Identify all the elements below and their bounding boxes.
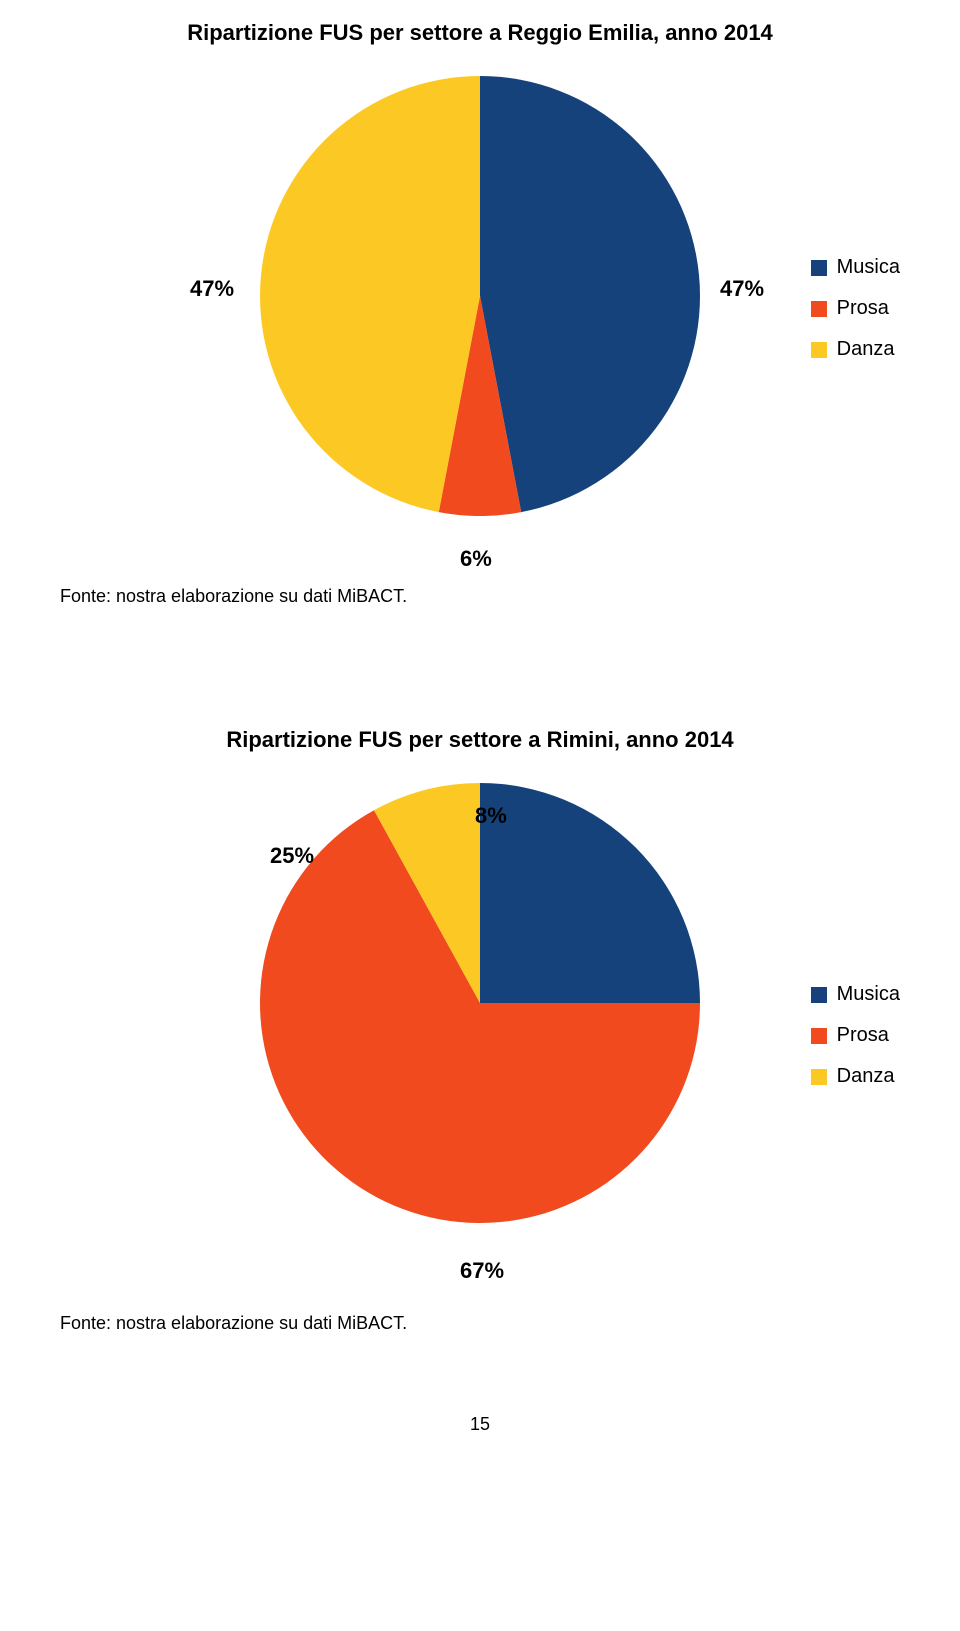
- legend-label: Prosa: [837, 297, 889, 320]
- legend-swatch-icon: [811, 342, 827, 358]
- legend-label: Prosa: [837, 1024, 889, 1047]
- legend: Musica Prosa Danza: [811, 983, 900, 1088]
- legend-swatch-icon: [811, 301, 827, 317]
- pie-slice-danza: [260, 76, 480, 512]
- pct-label-danza: 47%: [720, 276, 764, 302]
- legend-item-musica: Musica: [811, 256, 900, 279]
- legend-label: Danza: [837, 338, 895, 361]
- chart-rimini: Ripartizione FUS per settore a Rimini, a…: [0, 687, 960, 1334]
- legend-item-musica: Musica: [811, 983, 900, 1006]
- legend-swatch-icon: [811, 987, 827, 1003]
- page: Ripartizione FUS per settore a Reggio Em…: [0, 0, 960, 1475]
- legend-label: Musica: [837, 256, 900, 279]
- chart-source: Fonte: nostra elaborazione su dati MiBAC…: [0, 586, 960, 607]
- legend-item-danza: Danza: [811, 1065, 900, 1088]
- legend-item-danza: Danza: [811, 338, 900, 361]
- chart-title: Ripartizione FUS per settore a Rimini, a…: [0, 687, 960, 783]
- legend-swatch-icon: [811, 1069, 827, 1085]
- legend-item-prosa: Prosa: [811, 1024, 900, 1047]
- pie-chart: [260, 783, 700, 1228]
- pct-label-danza: 8%: [475, 803, 507, 829]
- pct-label-musica: 47%: [190, 276, 234, 302]
- pct-label-prosa: 6%: [460, 546, 492, 572]
- legend-item-prosa: Prosa: [811, 297, 900, 320]
- legend-label: Danza: [837, 1065, 895, 1088]
- chart-title: Ripartizione FUS per settore a Reggio Em…: [0, 0, 960, 76]
- legend-label: Musica: [837, 983, 900, 1006]
- legend-swatch-icon: [811, 260, 827, 276]
- page-number: 15: [0, 1414, 960, 1435]
- pie-slice-musica: [480, 76, 700, 512]
- pct-label-musica: 25%: [270, 843, 314, 869]
- chart-source: Fonte: nostra elaborazione su dati MiBAC…: [0, 1313, 960, 1334]
- legend: Musica Prosa Danza: [811, 256, 900, 361]
- pie-slice-musica: [480, 783, 700, 1003]
- chart-area: 47% 47% 6% Musica Prosa Danza: [0, 76, 960, 576]
- chart-reggio-emilia: Ripartizione FUS per settore a Reggio Em…: [0, 0, 960, 607]
- pct-label-prosa: 67%: [460, 1258, 504, 1284]
- pie-chart: [260, 76, 700, 521]
- chart-area: 25% 8% 67% Musica Prosa Danza: [0, 783, 960, 1303]
- legend-swatch-icon: [811, 1028, 827, 1044]
